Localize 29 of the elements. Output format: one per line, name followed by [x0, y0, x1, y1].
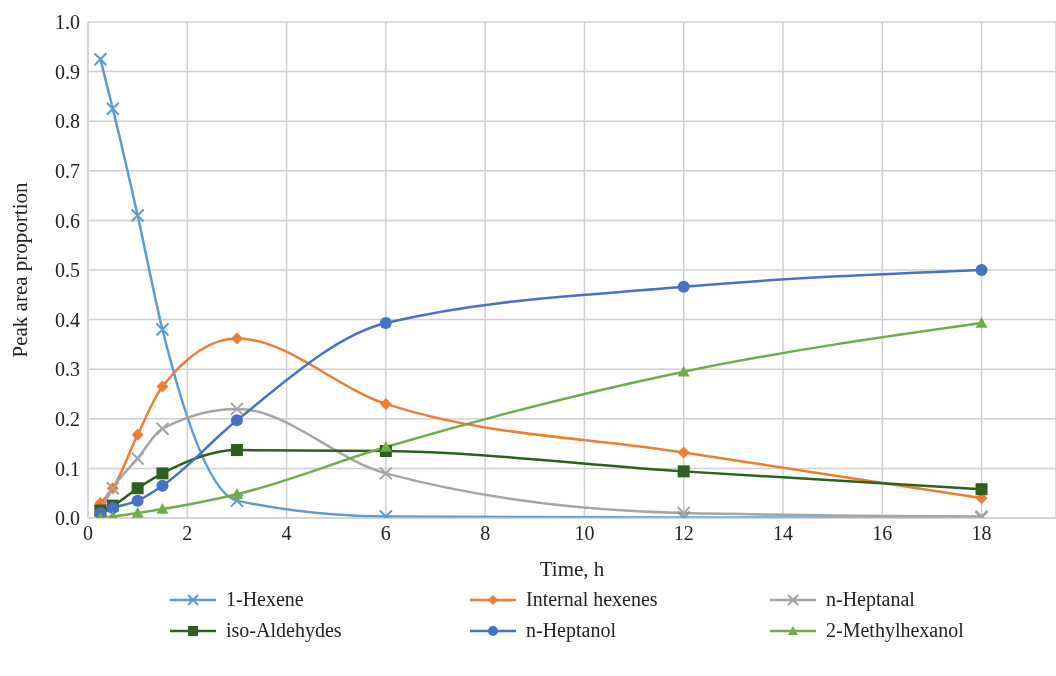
- x-tick-label: 16: [872, 522, 893, 545]
- legend-label: n-Heptanal: [826, 588, 915, 611]
- y-tick-label: 0.2: [55, 407, 80, 430]
- y-tick-label: 1.0: [55, 11, 80, 34]
- x-tick-label: 2: [182, 522, 193, 545]
- x-tick-label: 6: [380, 522, 391, 545]
- legend-label: 2-Methylhexanol: [826, 619, 964, 642]
- legend-label: 1-Hexene: [226, 588, 304, 611]
- y-tick-label: 0.7: [55, 159, 80, 182]
- y-tick-label: 0.4: [55, 308, 80, 331]
- legend-label: Internal hexenes: [526, 588, 658, 611]
- y-tick-label: 0.8: [55, 110, 80, 133]
- y-tick-label: 0.9: [55, 60, 80, 83]
- y-tick-label: 0.0: [55, 507, 80, 530]
- x-tick-label: 0: [83, 522, 93, 545]
- legend-label: n-Heptanol: [526, 619, 616, 642]
- x-tick-label: 14: [772, 522, 793, 545]
- x-tick-label: 10: [574, 522, 595, 545]
- y-tick-label: 0.1: [55, 457, 80, 480]
- x-axis-title: Time, h: [539, 557, 605, 581]
- x-tick-label: 12: [673, 522, 694, 545]
- y-tick-label: 0.6: [55, 209, 80, 232]
- y-tick-label: 0.3: [55, 358, 80, 381]
- x-tick-label: 18: [971, 522, 992, 545]
- x-tick-label: 8: [480, 522, 491, 545]
- legend-label: iso-Aldehydes: [226, 619, 342, 642]
- y-axis-title: Peak area proportion: [8, 182, 33, 358]
- y-tick-label: 0.5: [55, 259, 80, 282]
- x-tick-label: 4: [281, 522, 292, 545]
